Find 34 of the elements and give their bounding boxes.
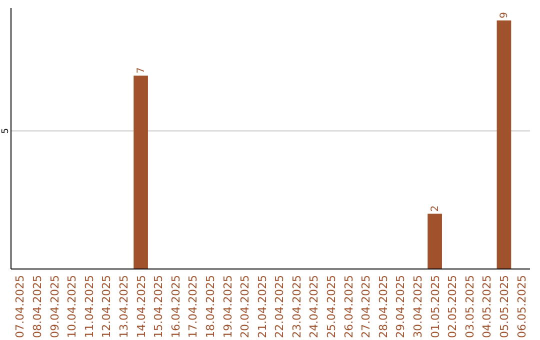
x-tick-label: 04.05.2025 — [480, 275, 494, 338]
x-tick-label: 29.04.2025 — [394, 275, 408, 338]
x-tick-label: 23.04.2025 — [290, 275, 304, 338]
x-tick-label: 19.04.2025 — [221, 275, 234, 338]
y-tick-label: 5 — [1, 128, 11, 134]
x-tick-label: 07.04.2025 — [14, 275, 27, 338]
x-tick-label: 30.04.2025 — [412, 275, 424, 338]
x-tick-label: 08.04.2025 — [31, 275, 44, 338]
x-tick-label: 02.05.2025 — [446, 275, 460, 338]
x-tick-label: 20.04.2025 — [238, 275, 252, 338]
x-tick-label: 26.04.2025 — [342, 275, 356, 338]
x-tick-label: 09.04.2025 — [48, 275, 62, 338]
x-tick-label: 24.04.2025 — [308, 275, 321, 338]
x-tick-label: 15.04.2025 — [152, 275, 166, 338]
x-tick-label: 11.04.2025 — [82, 275, 96, 338]
x-tick-label: 01.05.2025 — [428, 275, 442, 338]
x-tick-label: 03.05.2025 — [463, 275, 476, 338]
x-tick-label: 21.04.2025 — [256, 275, 269, 338]
x-tick-label: 16.04.2025 — [169, 275, 182, 338]
x-tick-label: 18.04.2025 — [204, 275, 217, 338]
x-tick-label: 25.04.2025 — [325, 275, 338, 338]
x-tick-label: 27.04.2025 — [360, 275, 373, 338]
data-label: 2 — [430, 205, 441, 212]
x-tick-label: 28.04.2025 — [376, 275, 390, 338]
x-tick-label: 17.04.2025 — [186, 275, 200, 338]
x-tick-label: 10.04.2025 — [66, 275, 79, 338]
data-label: 7 — [136, 67, 147, 74]
x-tick-label: 05.05.2025 — [498, 275, 511, 338]
x-tick-label: 06.05.2025 — [515, 275, 528, 338]
data-label: 9 — [498, 12, 510, 18]
x-tick-label: 13.04.2025 — [118, 275, 130, 338]
x-tick-label: 14.04.2025 — [134, 275, 148, 338]
x-tick-label: 12.04.2025 — [100, 275, 114, 338]
x-tick-label: 22.04.2025 — [273, 275, 286, 338]
